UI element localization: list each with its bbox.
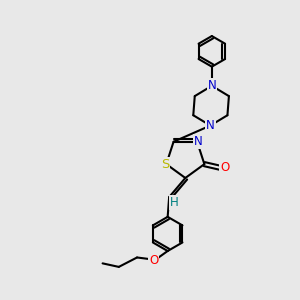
Text: H: H <box>170 196 179 209</box>
Text: N: N <box>208 79 216 92</box>
Text: N: N <box>194 135 203 148</box>
Text: N: N <box>206 119 215 132</box>
Text: S: S <box>160 158 169 171</box>
Text: O: O <box>149 254 158 267</box>
Text: O: O <box>220 161 230 174</box>
